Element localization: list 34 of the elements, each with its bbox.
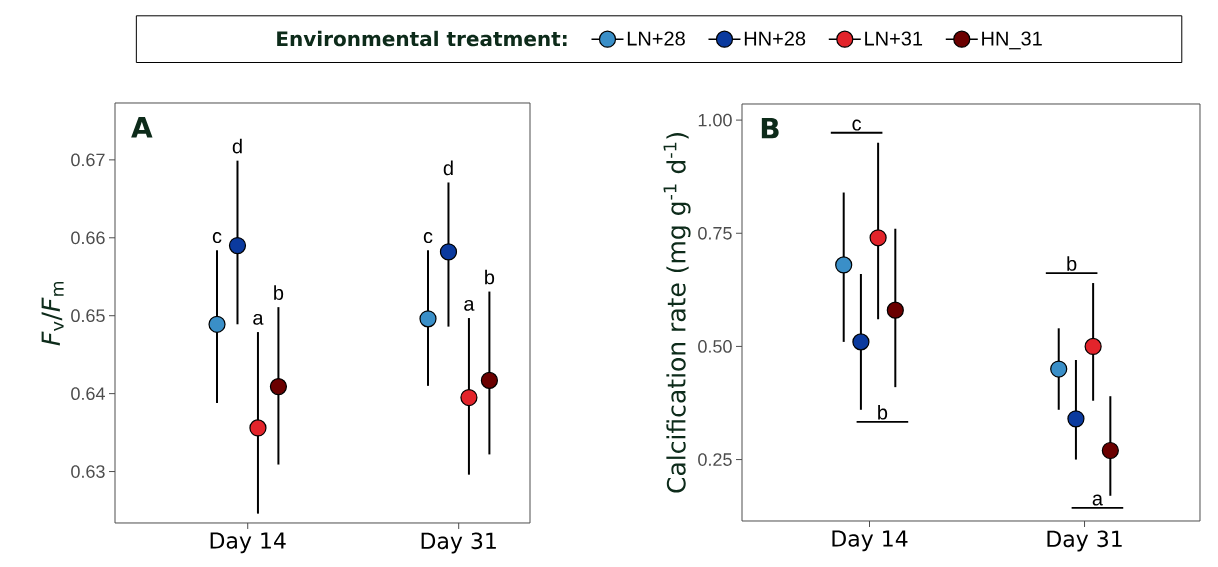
y-tick-label: 0.64	[71, 387, 105, 400]
x-tick-label: Day 14	[210, 532, 286, 554]
chart-title: B	[761, 117, 779, 139]
annotation: a	[1092, 494, 1103, 506]
y-tick-label: 0.63	[71, 465, 105, 478]
annotation: b	[878, 404, 888, 420]
legend-label: HN+28	[744, 31, 806, 46]
annotation: b	[485, 269, 495, 285]
x-tick-label: Day 31	[1047, 530, 1122, 552]
x-tick-label: Day 31	[421, 532, 496, 554]
annotation: c	[852, 119, 862, 131]
y-tick-label: 0.66	[71, 231, 105, 245]
legend-title: Environmental treatment:	[277, 30, 567, 47]
y-tick-label: 0.25	[698, 453, 732, 466]
legend-label: LN+31	[865, 31, 923, 46]
annotation: c	[212, 232, 222, 244]
annotation: c	[423, 232, 433, 244]
x-tick-label: Day 14	[832, 530, 908, 552]
y-tick-label: 1.00	[698, 113, 732, 127]
annotation: b	[274, 285, 284, 300]
y-tick-label: 0.65	[71, 309, 105, 323]
chart-title: A	[131, 117, 153, 138]
y-tick-label: 0.67	[71, 153, 105, 167]
annotation: d	[443, 160, 453, 176]
y-tick-label: 0.50	[698, 340, 732, 353]
annotation: d	[232, 138, 242, 154]
annotation: b	[1067, 256, 1077, 271]
legend-label: LN+28	[627, 31, 685, 46]
annotation: a	[253, 313, 264, 325]
y-axis-title: F$_{v}$/F$_{m}$	[41, 281, 64, 346]
y-tick-label: 0.75	[698, 226, 732, 240]
annotation: a	[464, 299, 475, 311]
legend-label: HN_31	[982, 31, 1042, 50]
y-axis-title: Calcification rate (mg g$^{-1}$ d$^{-1}$)	[663, 133, 691, 493]
